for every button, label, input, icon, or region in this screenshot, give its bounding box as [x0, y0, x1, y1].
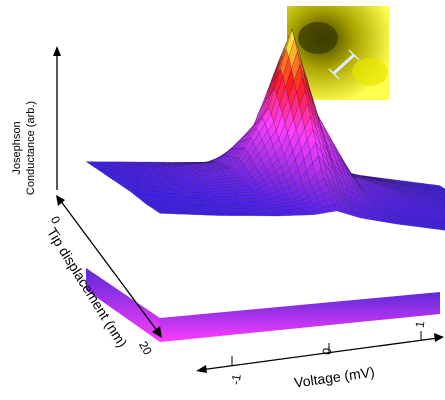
y-axis-label: Tip displacement (nm) [44, 225, 131, 350]
surface-patch [436, 197, 445, 201]
surface-patch [441, 216, 445, 220]
y-tick-label: 20 [136, 339, 155, 358]
base-front-side [86, 268, 160, 342]
y-axis: 0 20 Tip displacement (nm) [44, 195, 162, 358]
surface-patch [438, 205, 445, 209]
z-axis-label-line1: Josephson [11, 121, 23, 174]
surface-patch [437, 195, 445, 199]
surface-patch [439, 199, 445, 203]
x-tick-label: 0 [320, 347, 335, 356]
surface-patch [438, 190, 445, 194]
surface-patch [440, 197, 445, 200]
surface-patch [436, 212, 445, 216]
inset-scale-marker [332, 53, 356, 75]
surface-patch [438, 202, 445, 206]
surface-patch [435, 216, 445, 220]
surface-patch [441, 220, 445, 224]
surface-patch [439, 214, 445, 218]
surface-patch [442, 201, 445, 204]
surface-patch [439, 210, 445, 214]
x-tick-label: -1 [228, 373, 243, 386]
conductance-surface [85, 28, 445, 231]
surface-patch [441, 192, 445, 195]
surface-patch [438, 218, 445, 222]
surface-patch [439, 188, 445, 191]
x-tick-label: 1 [413, 320, 428, 329]
surface-patch [441, 189, 445, 192]
z-axis: Josephson Conductance (arb.) [11, 46, 61, 195]
surface-patch [437, 225, 445, 229]
surface-patch [438, 192, 445, 196]
x-axis-label: Voltage (mV) [293, 363, 375, 390]
base-right-side [160, 292, 440, 342]
surface-patch [441, 204, 445, 207]
surface-patch [436, 186, 445, 190]
surface-patch [440, 224, 445, 227]
z-axis-label-line2: Conductance (arb.) [25, 101, 37, 195]
surface-patch [437, 222, 445, 226]
surface-patch [437, 208, 445, 212]
